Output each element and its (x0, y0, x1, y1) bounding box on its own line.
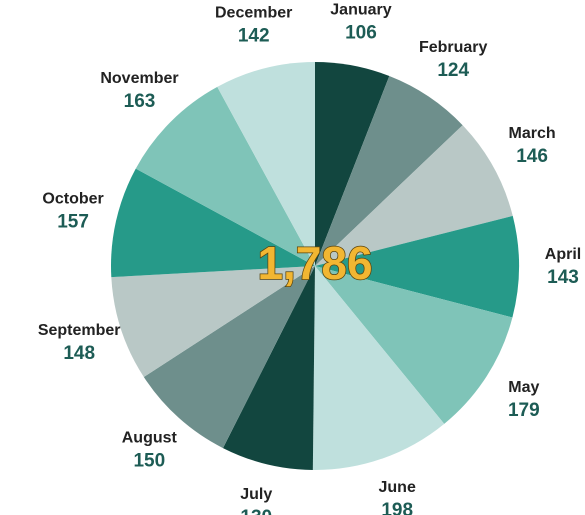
slice-label: November (100, 70, 178, 87)
slice (315, 266, 513, 424)
slice-label: May (508, 379, 539, 396)
slice (315, 76, 463, 266)
slice-label: December (215, 5, 292, 22)
labels: January 106 February 124 March 146 April 143 May… (38, 1, 581, 515)
slice (222, 266, 315, 470)
slice-label: October (42, 190, 103, 207)
center-total: 1,786 (257, 237, 372, 289)
slices (111, 62, 519, 470)
slice (312, 266, 445, 470)
slice-value: 146 (516, 146, 548, 167)
slice (315, 215, 519, 318)
slice-label: August (122, 430, 178, 447)
slice-value: 124 (437, 60, 469, 81)
slice-label: June (379, 479, 416, 496)
slice-value: 130 (240, 507, 272, 515)
slice-value: 106 (345, 22, 377, 43)
slice (315, 125, 513, 267)
slice-value: 143 (547, 267, 579, 288)
slice-value: 163 (124, 91, 156, 112)
slice-value: 142 (238, 26, 270, 47)
slice-label: July (240, 486, 272, 503)
slice-label: April (545, 246, 581, 263)
slice (135, 86, 315, 266)
slice-value: 157 (57, 211, 89, 232)
slice-label: September (38, 322, 121, 339)
slice (143, 266, 315, 449)
slice-value: 179 (508, 400, 540, 421)
slice-label: January (330, 1, 391, 18)
slice-value: 150 (133, 451, 165, 472)
slice (111, 168, 315, 278)
slice-value: 198 (381, 500, 413, 515)
slice (217, 62, 315, 266)
slice (315, 62, 390, 266)
slice-label: March (509, 125, 556, 142)
slice-label: February (419, 39, 488, 56)
slice (111, 266, 315, 377)
slice-value: 148 (63, 343, 95, 364)
